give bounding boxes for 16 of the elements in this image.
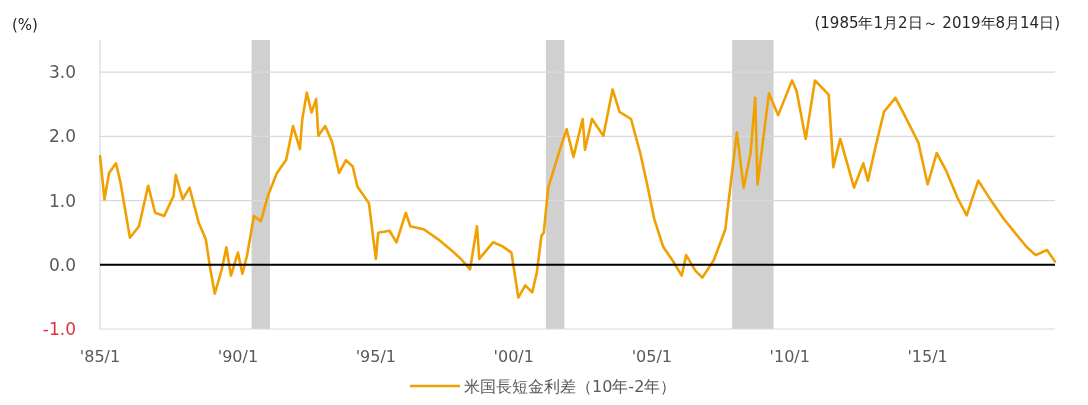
x-tick-label: '05/1 — [631, 347, 672, 366]
text: (1985年1月2日～ 2019年8月14日) — [814, 14, 1060, 32]
line-series — [98, 79, 1057, 299]
x-tick-label: '95/1 — [355, 347, 397, 366]
y-tick-label: 3.0 — [48, 62, 76, 83]
x-tick-label: '85/1 — [79, 347, 121, 366]
legend-label: 米国長短金利差（10年-2年） — [464, 377, 677, 396]
y-tick-label: 0.0 — [48, 254, 76, 275]
y-axis-title: (%) — [12, 16, 38, 34]
x-tick-label: '15/1 — [907, 347, 948, 366]
x-tick-label: '00/1 — [493, 347, 534, 366]
y-tick-label: 2.0 — [48, 126, 76, 147]
x-tick-label: '90/1 — [217, 347, 259, 366]
y-tick-label: -1.0 — [42, 319, 76, 339]
y-tick-label: 1.0 — [48, 190, 76, 211]
x-tick-label: '10/1 — [769, 347, 810, 366]
